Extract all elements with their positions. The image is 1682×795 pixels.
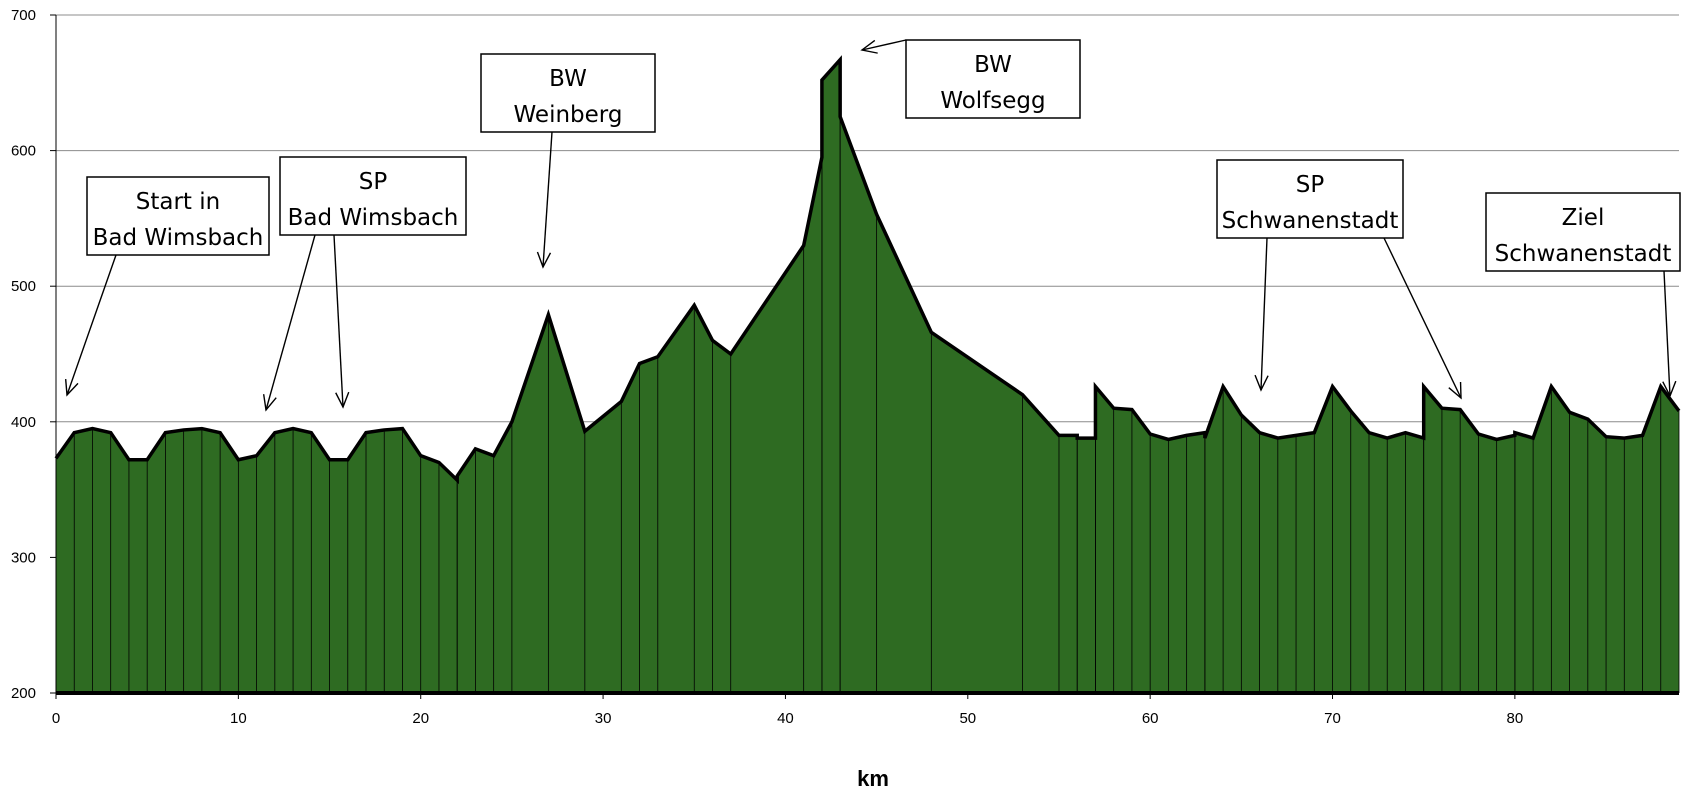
callout-text: Bad Wimsbach — [93, 225, 264, 251]
callout-text: Bad Wimsbach — [288, 205, 459, 231]
callout-text: Schwanenstadt — [1222, 208, 1399, 234]
x-axis-label: km — [857, 766, 889, 791]
callout-text: Weinberg — [514, 102, 623, 128]
callout-text: Schwanenstadt — [1495, 241, 1672, 267]
x-tick-label: 70 — [1324, 710, 1341, 727]
area-layer — [54, 55, 1681, 694]
callout-box — [86, 176, 270, 256]
x-tick-label: 80 — [1507, 710, 1524, 727]
callout-arrowhead — [335, 391, 350, 409]
x-tick-label: 50 — [959, 710, 976, 727]
callout-text: BW — [549, 66, 587, 92]
callout-arrow — [861, 39, 907, 51]
callout-box — [1485, 192, 1681, 272]
callout-5: Ziel Schwanenstadt — [1485, 192, 1681, 398]
callout-0: Start in Bad Wimsbach — [64, 176, 270, 397]
callout-4: SP Schwanenstadt — [1216, 159, 1462, 400]
callout-text: Ziel — [1562, 205, 1605, 231]
x-tick-label: 0 — [52, 710, 60, 727]
elevation-line — [54, 55, 1681, 485]
callout-text: Wolfsegg — [940, 88, 1045, 114]
callout-arrowhead — [1448, 381, 1462, 400]
callout-text: BW — [974, 52, 1012, 78]
callout-box — [279, 156, 467, 236]
x-tick-label: 60 — [1142, 710, 1159, 727]
y-tick-label: 600 — [11, 143, 36, 160]
callout-arrow — [1663, 270, 1671, 397]
callout-text: SP — [359, 169, 388, 195]
y-tick-label: 500 — [11, 278, 36, 295]
callout-arrow — [333, 234, 344, 408]
annotations: Start in Bad Wimsbach SP Bad Wimsbach BW Wein… — [64, 39, 1681, 412]
callout-2: BW Weinberg — [480, 53, 656, 269]
y-tick-label: 300 — [11, 549, 36, 566]
callout-arrowhead — [1254, 374, 1269, 392]
callout-arrowhead — [860, 39, 878, 54]
y-tick-label: 200 — [11, 685, 36, 702]
x-tick-label: 10 — [230, 710, 247, 727]
callout-arrow — [542, 131, 553, 268]
callout-box — [480, 53, 656, 133]
elevation-area — [56, 59, 1679, 694]
x-tick-label: 30 — [595, 710, 612, 727]
callout-1: SP Bad Wimsbach — [262, 156, 467, 412]
callout-arrowhead — [1662, 380, 1677, 398]
callout-arrow — [1383, 237, 1462, 399]
callout-arrow — [66, 254, 117, 396]
x-axis-ticks: 0 10 20 30 40 50 60 70 80 — [52, 693, 1523, 727]
callout-arrow — [1260, 237, 1268, 391]
axes — [55, 15, 1679, 695]
y-tick-label: 700 — [11, 7, 36, 24]
callout-arrowhead — [536, 251, 552, 269]
callout-box — [1216, 159, 1404, 239]
callout-text: SP — [1296, 172, 1325, 198]
callout-arrowhead — [64, 378, 79, 397]
y-axis-ticks: 200 300 400 500 600 700 — [11, 7, 56, 702]
callout-box — [905, 39, 1081, 119]
x-tick-label: 40 — [777, 710, 794, 727]
x-tick-label: 20 — [412, 710, 429, 727]
callout-3: BW Wolfsegg — [860, 39, 1081, 119]
y-tick-label: 400 — [11, 414, 36, 431]
callout-arrow — [265, 234, 316, 411]
callout-text: Start in — [136, 189, 220, 215]
callout-arrowhead — [262, 394, 277, 412]
